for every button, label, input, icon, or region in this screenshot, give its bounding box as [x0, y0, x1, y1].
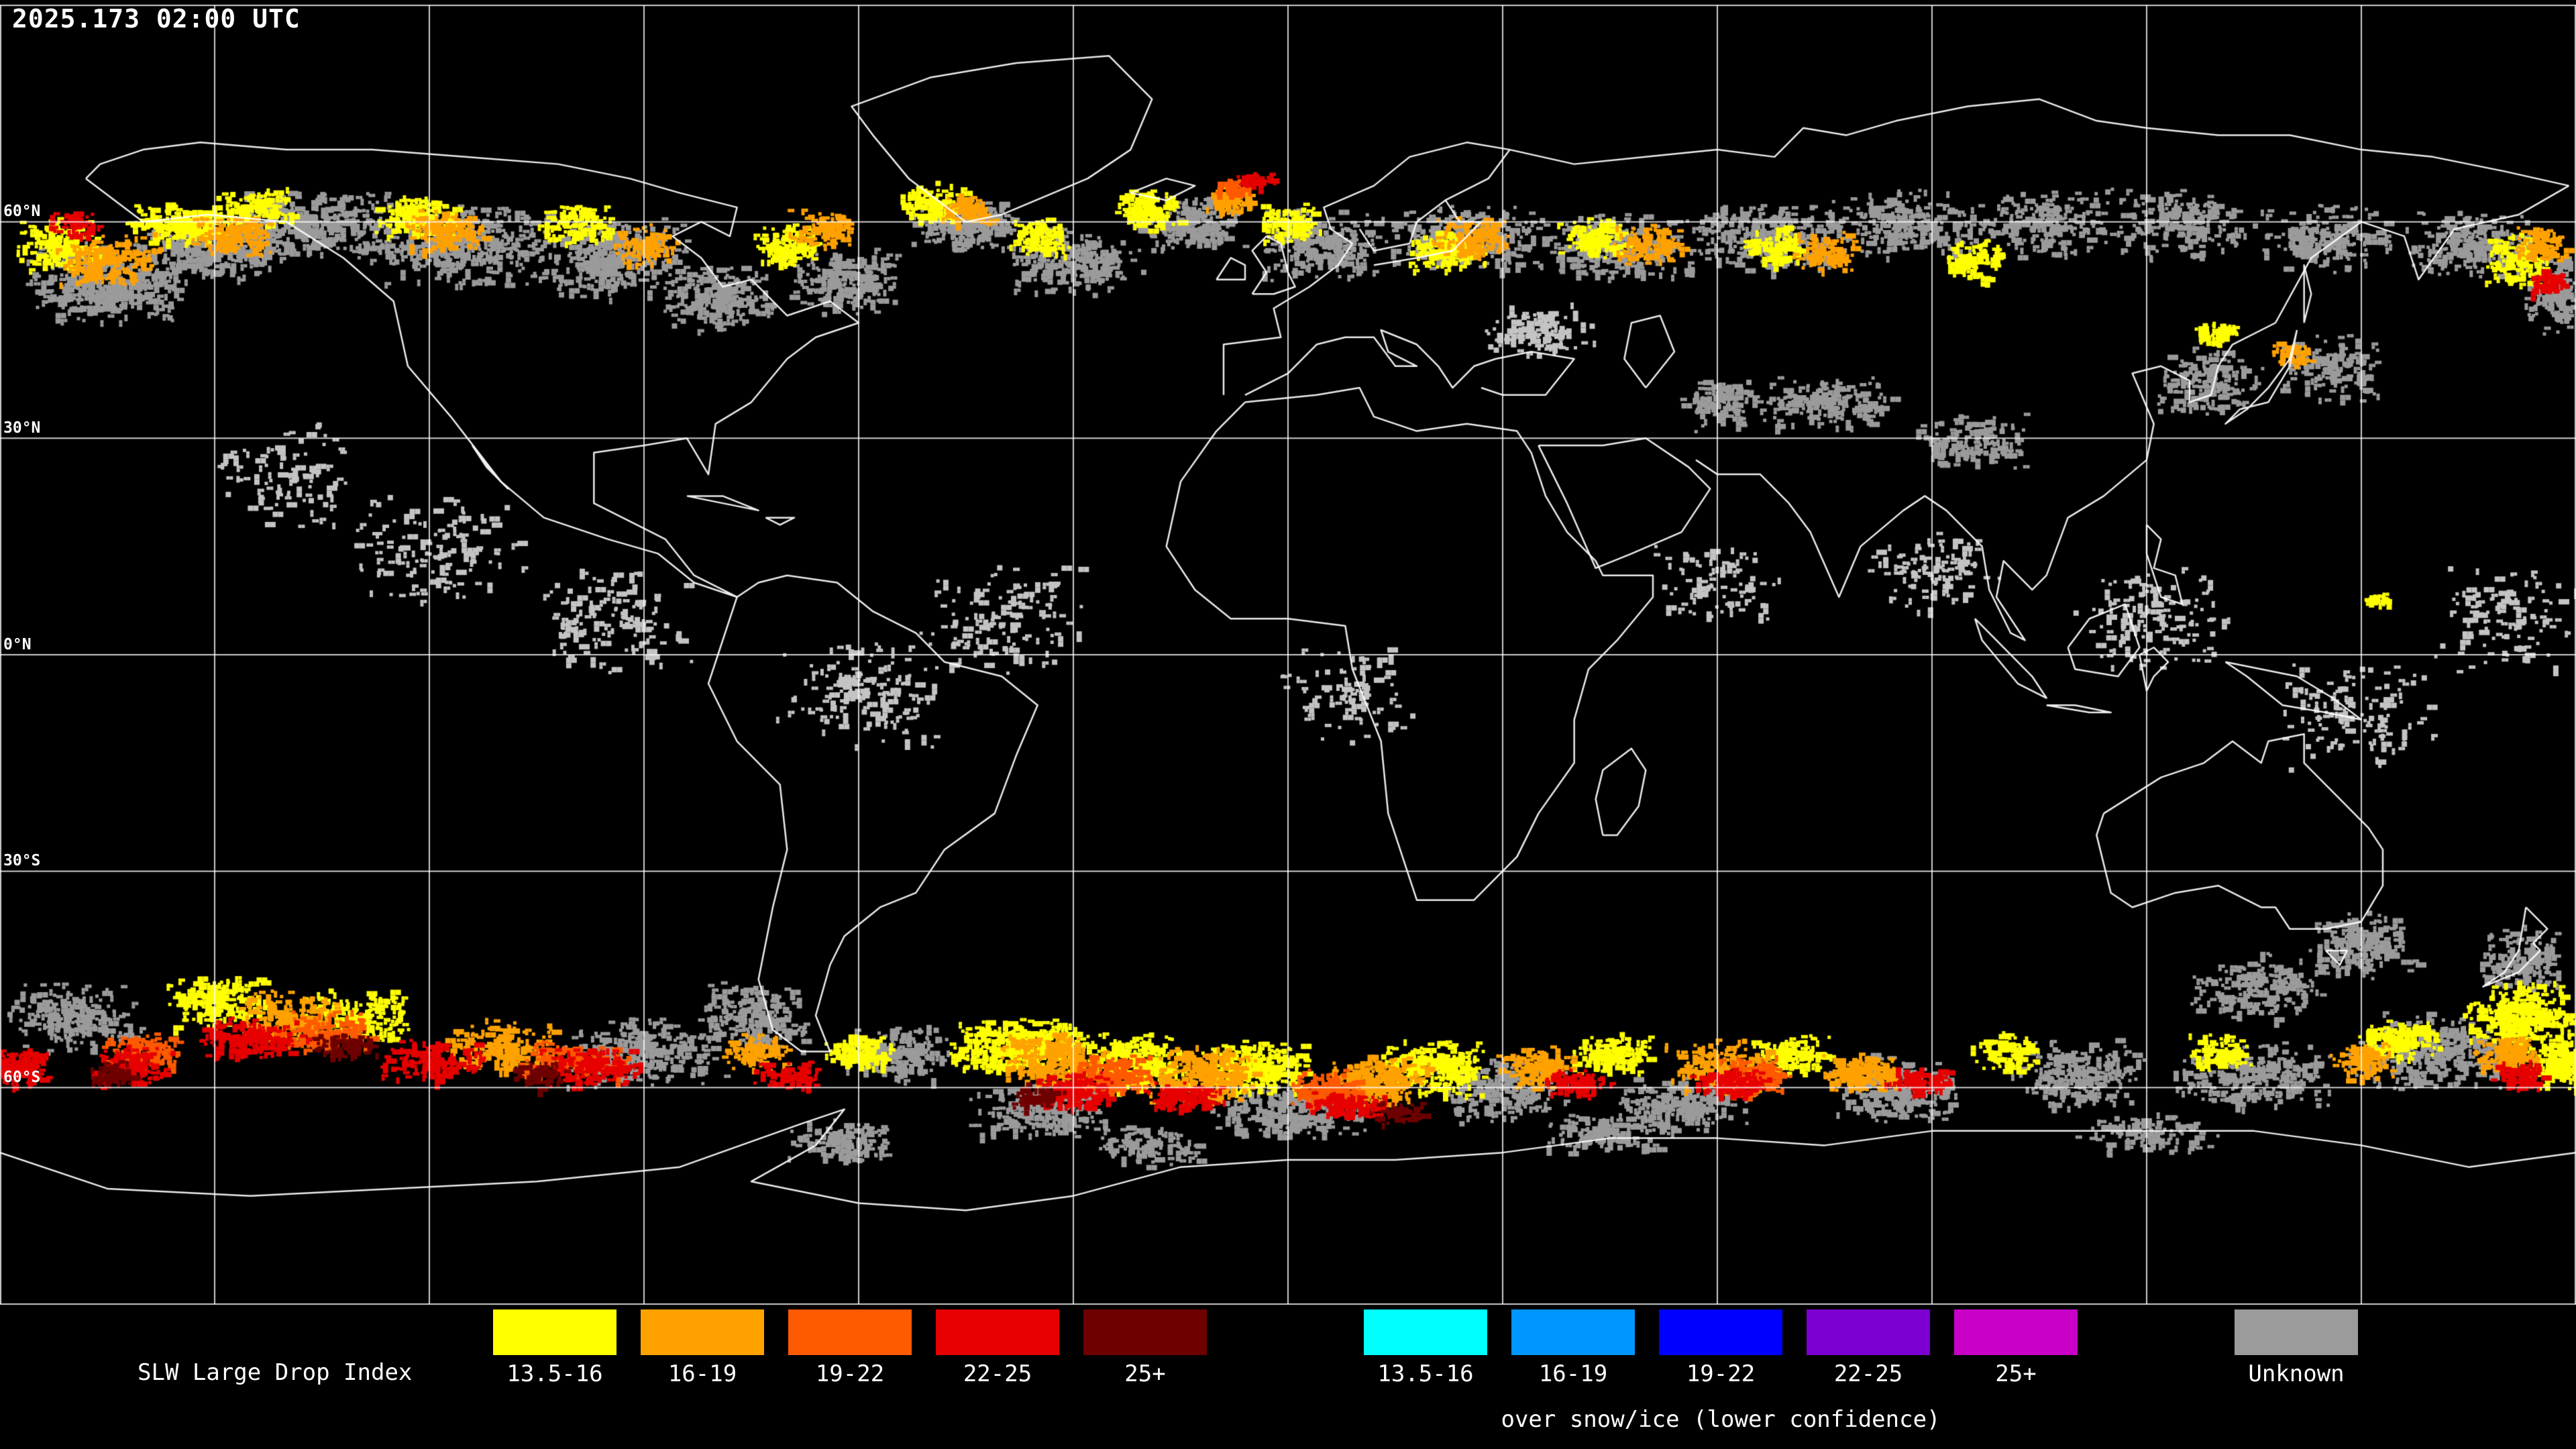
- legend-snowice-caption: over snow/ice (lower confidence): [1501, 1406, 1941, 1433]
- legend-title: SLW Large Drop Index: [138, 1359, 413, 1386]
- legend-item: 22-25: [1807, 1309, 1930, 1387]
- legend-swatch: [2235, 1309, 2358, 1355]
- legend-swatch-label: 16-19: [667, 1360, 737, 1387]
- lat-label-30s: 30°S: [3, 852, 41, 869]
- legend-swatch: [1083, 1309, 1207, 1355]
- legend-swatch: [493, 1309, 616, 1355]
- legend-swatch: [936, 1309, 1059, 1355]
- legend-swatch-label: 16-19: [1538, 1360, 1608, 1387]
- legend-swatch-label: 25+: [1995, 1360, 2037, 1387]
- legend-swatch: [1954, 1309, 2078, 1355]
- legend-item: Unknown: [2235, 1309, 2358, 1387]
- legend-swatch-label: 19-22: [815, 1360, 885, 1387]
- legend-swatch-label: 13.5-16: [1377, 1360, 1474, 1387]
- world-map-canvas: [0, 0, 2576, 1308]
- legend-swatch-label: Unknown: [2248, 1360, 2345, 1387]
- legend-item: 19-22: [788, 1309, 912, 1387]
- lat-label-60n: 60°N: [3, 203, 41, 220]
- legend-swatch-label: 19-22: [1686, 1360, 1756, 1387]
- legend-swatch: [1807, 1309, 1930, 1355]
- legend-swatch-label: 22-25: [963, 1360, 1032, 1387]
- legend-item: 16-19: [641, 1309, 764, 1387]
- legend-swatch: [1364, 1309, 1487, 1355]
- legend-swatch: [641, 1309, 764, 1355]
- legend-item: 22-25: [936, 1309, 1059, 1387]
- legend-group-unknown: Unknown: [2235, 1309, 2358, 1387]
- legend-item: 13.5-16: [493, 1309, 616, 1387]
- legend-item: 13.5-16: [1364, 1309, 1487, 1387]
- lat-label-30n: 30°N: [3, 419, 41, 437]
- lat-label-60s: 60°S: [3, 1069, 41, 1086]
- legend-item: 19-22: [1659, 1309, 1782, 1387]
- timestamp: 2025.173 02:00 UTC: [12, 4, 301, 34]
- legend-swatch-label: 13.5-16: [506, 1360, 603, 1387]
- legend-group-main: 13.5-16 16-19 19-22 22-25 25+: [493, 1309, 1207, 1387]
- legend-swatch-label: 22-25: [1833, 1360, 1903, 1387]
- legend-item: 16-19: [1511, 1309, 1635, 1387]
- legend-group-snowice: 13.5-16 16-19 19-22 22-25 25+: [1364, 1309, 2078, 1387]
- legend-swatch: [1511, 1309, 1635, 1355]
- legend-item: 25+: [1083, 1309, 1207, 1387]
- legend-swatch-label: 25+: [1124, 1360, 1166, 1387]
- legend-item: 25+: [1954, 1309, 2078, 1387]
- legend: SLW Large Drop Index 13.5-16 16-19 19-22 22…: [0, 1308, 2576, 1449]
- lat-label-0n: 0°N: [3, 636, 32, 653]
- legend-swatch: [788, 1309, 912, 1355]
- legend-swatch: [1659, 1309, 1782, 1355]
